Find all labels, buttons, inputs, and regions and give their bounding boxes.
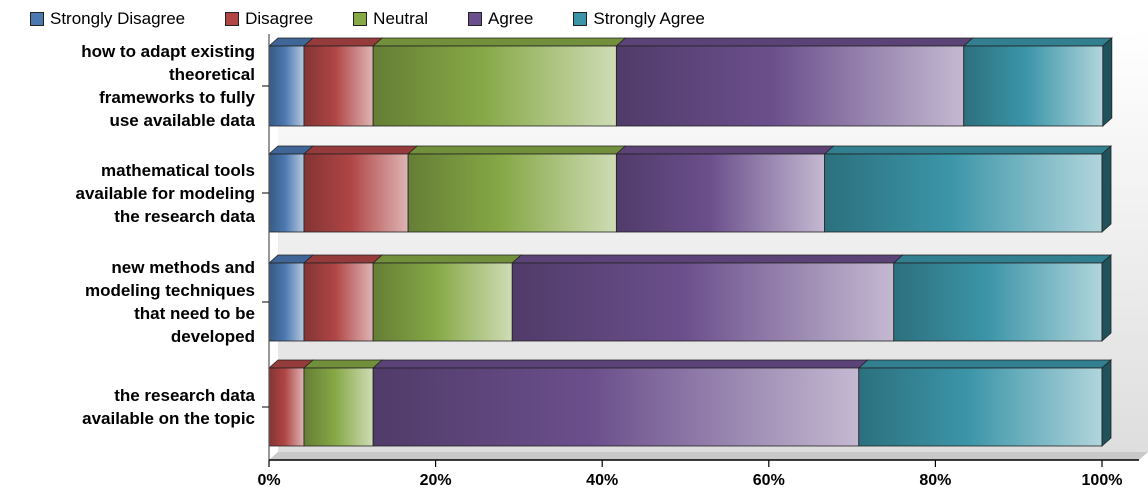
legend-swatch [225,12,240,26]
bar-side-face [1101,254,1112,342]
bar-segment [962,37,1113,127]
bar-segment [407,145,627,233]
category-label-line: use available data [109,111,255,130]
bar-segment [615,145,835,233]
bar-segment [302,359,384,447]
category-label-line: modeling techniques [84,281,255,300]
category-label-line: available for modeling [75,183,256,203]
category-label-line: the research data [114,386,255,405]
legend-label: Strongly Agree [593,9,705,28]
legend-item: Strongly Disagree [30,9,185,29]
category-label: new methods and modeling techniques that n… [0,256,255,348]
x-tick-label: 100% [1081,472,1123,489]
bar-segment [267,37,315,127]
bar-segment [823,145,1113,233]
legend-label: Neutral [373,9,428,28]
x-tick-label: 0% [257,472,281,489]
category-label-line: how to adapt existing [81,42,255,61]
category-label-line: new methods and [111,258,255,277]
bar-segment [372,37,627,127]
category-label-line: available on the topic [82,409,255,428]
category-label-line: the research data [114,206,255,226]
chart-legend: Strongly Disagree Disagree Neutral Agree Str… [30,8,745,30]
category-label: how to adapt existing theoretical framewor… [0,40,255,132]
x-tick-label: 20% [419,472,452,489]
bar-segment [372,359,869,447]
legend-label: Agree [487,9,534,28]
category-label-line: mathematical tools [101,160,255,180]
category-label: mathematical tools available for modeling… [0,159,256,228]
x-tick-label: 60% [752,472,785,489]
bar-segment [372,254,523,342]
legend-item: Agree [467,9,534,29]
bar-segment [267,254,315,342]
chart-back-wall [278,30,1148,452]
category-label-line: theoretical [169,65,255,84]
bar-side-face [1101,359,1112,447]
category-label-line: developed [170,327,255,346]
bar-side-face [1101,145,1112,233]
category-label-line: that need to be [134,304,255,323]
legend-swatch [467,12,482,26]
legend-item: Neutral [353,9,428,29]
legend-swatch [30,12,44,26]
bar-segment [892,254,1113,342]
bar-segment [511,254,904,342]
legend-item: Strongly Agree [573,9,705,29]
legend-item: Disagree [225,9,313,29]
bar-side-face [1102,37,1113,127]
bar-segment [615,37,974,127]
legend-label: Strongly Disagree [50,9,186,28]
x-tick-label: 80% [919,472,952,489]
legend-label: Disagree [245,9,314,28]
category-label-line: frameworks to fully [99,88,255,107]
bar-segment [302,37,384,127]
bar-segment [857,359,1113,447]
legend-swatch [353,12,368,26]
bar-segment [302,145,419,233]
legend-swatch [573,12,588,26]
category-label: the research data available on the topic [0,384,255,430]
bar-segment [302,254,384,342]
chart-floor [269,452,1148,460]
x-tick-label: 40% [586,472,619,489]
